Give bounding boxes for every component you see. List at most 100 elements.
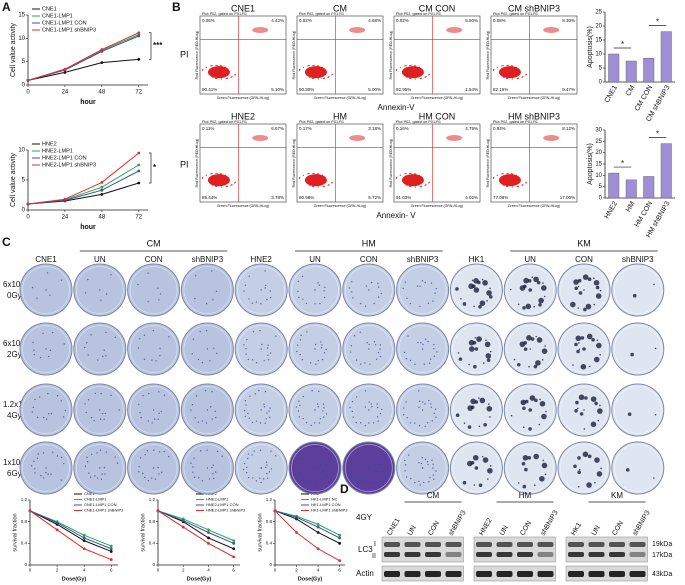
colony	[205, 329, 208, 332]
significance-mark: *	[621, 159, 624, 168]
colony	[246, 338, 248, 341]
colony	[252, 331, 255, 333]
colony	[474, 347, 479, 351]
column-label: UN	[309, 255, 321, 264]
colony	[528, 408, 532, 412]
colony	[379, 355, 382, 358]
colony	[523, 341, 527, 345]
colony	[432, 300, 434, 302]
y-tick-label: 5	[22, 178, 26, 184]
plate	[449, 383, 503, 437]
colony	[255, 480, 258, 482]
legend-label: CNE1-LMP1 shBNIP3	[42, 27, 96, 33]
colony	[423, 481, 425, 484]
legend-label: HK1-LMP1 CON	[311, 502, 341, 507]
data-point	[137, 163, 141, 167]
quadrant-percent: 17.00%	[560, 195, 575, 200]
colony	[583, 428, 586, 430]
data-point	[63, 197, 67, 201]
colony	[205, 422, 208, 424]
data-point	[100, 185, 104, 189]
colony	[529, 395, 536, 401]
colony	[244, 284, 247, 287]
colony	[60, 400, 62, 402]
colony	[269, 352, 272, 354]
colony	[541, 285, 547, 291]
series-line	[274, 510, 340, 539]
quadrant-percent: 90.41%	[202, 87, 217, 92]
data-point	[100, 193, 104, 196]
colony	[191, 403, 194, 406]
colony	[355, 359, 358, 361]
colony	[593, 303, 595, 306]
plot-header: Plot P02, gated on P01.R1	[299, 12, 344, 16]
column-label: CNE1	[35, 255, 57, 264]
colony	[353, 335, 356, 337]
event-cluster	[401, 174, 424, 187]
colony	[539, 398, 541, 401]
colony	[350, 469, 352, 472]
colony	[315, 363, 317, 365]
column-label: UN	[94, 255, 106, 264]
bar	[625, 60, 637, 83]
colony	[138, 465, 140, 468]
colony	[414, 422, 416, 424]
series-line	[27, 34, 139, 81]
colony	[429, 358, 432, 360]
plate-rim	[22, 386, 70, 434]
colony	[575, 400, 579, 405]
colony	[487, 478, 489, 480]
event-dot	[205, 66, 207, 68]
colony	[418, 390, 420, 392]
x-tick-label: 4	[83, 568, 86, 573]
event-dot	[312, 185, 314, 187]
colony	[600, 467, 602, 470]
event-dot	[328, 184, 330, 186]
y-tick-label: 15	[595, 38, 602, 44]
event-dot	[298, 69, 300, 71]
colony	[530, 337, 535, 341]
colony	[34, 398, 36, 401]
colony	[63, 462, 65, 465]
colony	[260, 289, 262, 291]
plate-rim	[183, 325, 232, 373]
colony	[143, 334, 146, 336]
colony	[319, 302, 321, 305]
colony	[471, 279, 474, 282]
colony	[274, 455, 277, 457]
colony	[541, 359, 544, 361]
colony	[297, 463, 300, 465]
lane-label: shBNIP3	[448, 509, 468, 537]
colony	[91, 453, 93, 456]
colony	[405, 401, 407, 403]
colony	[455, 413, 460, 418]
event-dot	[205, 174, 207, 176]
colony	[374, 344, 377, 346]
colony	[249, 395, 251, 397]
colony	[524, 467, 528, 472]
colony	[319, 418, 321, 420]
colony	[520, 399, 527, 406]
plot-header: Plot P02, gated on P01.R1	[299, 120, 344, 124]
colony	[427, 340, 429, 343]
colony	[590, 396, 597, 402]
colony	[433, 348, 435, 350]
event-dot	[298, 177, 300, 179]
colony	[158, 299, 160, 301]
row-count: 6x10²	[3, 280, 23, 289]
legend-label: HK1-LMP1 NC	[311, 497, 338, 502]
colony	[377, 420, 379, 422]
row-count: 1x10⁴	[3, 458, 24, 467]
colony	[193, 457, 195, 459]
colony	[426, 422, 429, 424]
colony	[477, 280, 481, 285]
colony	[266, 298, 268, 301]
colony	[84, 292, 87, 294]
x-axis-label: Dose(Gy)	[187, 576, 212, 582]
colony	[298, 416, 300, 418]
colony	[264, 390, 267, 393]
data-point	[338, 541, 342, 545]
colony	[314, 343, 317, 346]
column-label: shBNIP3	[407, 255, 439, 264]
quadrant-percent: 0.02%	[396, 18, 409, 23]
